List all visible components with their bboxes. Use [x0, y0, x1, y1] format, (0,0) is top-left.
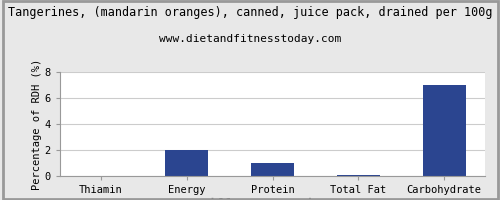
X-axis label: Different Nutrients: Different Nutrients: [201, 198, 344, 200]
Bar: [423, 85, 466, 176]
Text: Tangerines, (mandarin oranges), canned, juice pack, drained per 100g: Tangerines, (mandarin oranges), canned, …: [8, 6, 492, 19]
Bar: [337, 175, 380, 176]
Text: www.dietandfitnesstoday.com: www.dietandfitnesstoday.com: [159, 34, 341, 44]
Y-axis label: Percentage of RDH (%): Percentage of RDH (%): [32, 58, 42, 190]
Bar: [165, 150, 208, 176]
Bar: [251, 163, 294, 176]
